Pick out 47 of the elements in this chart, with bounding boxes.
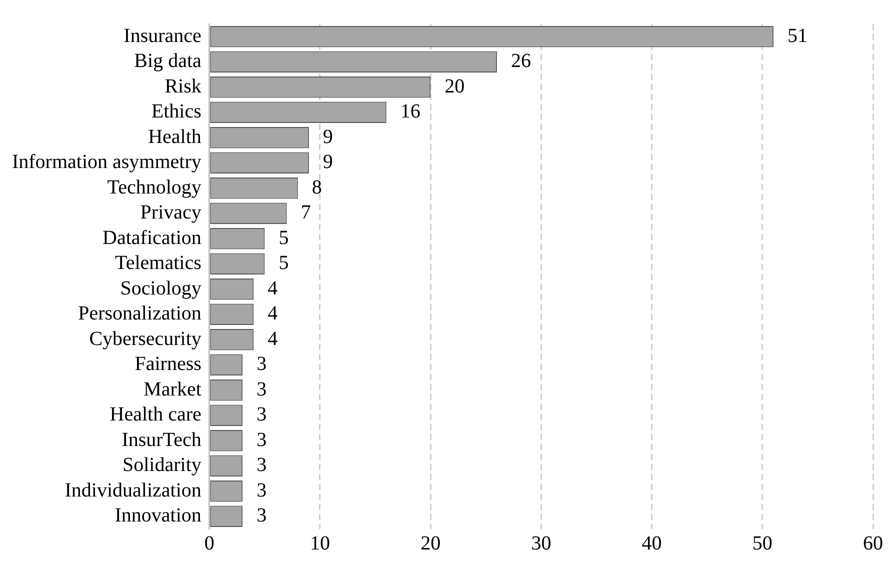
data-label: 8	[312, 176, 322, 198]
data-label: 20	[444, 75, 465, 98]
data-label: 4	[268, 302, 278, 325]
data-label: 3	[256, 428, 267, 451]
y-tick-label: Big data	[134, 50, 202, 72]
data-label: 3	[256, 404, 267, 426]
y-tick-label: Risk	[164, 75, 202, 98]
y-tick-label: Cybersecurity	[89, 328, 202, 350]
x-tick-label: 10	[310, 532, 330, 554]
data-label: 16	[400, 100, 420, 123]
data-label: 5	[278, 252, 289, 274]
x-tick-label: 30	[531, 532, 552, 554]
y-tick-label: Market	[144, 378, 202, 400]
data-label: 51	[787, 24, 808, 47]
y-tick-label: Individualization	[64, 479, 202, 502]
data-label: 3	[256, 378, 267, 400]
y-tick-label: Insurance	[124, 24, 202, 47]
x-tick-label: 40	[642, 532, 662, 554]
y-tick-label: Health care	[110, 404, 202, 426]
x-tick-label: 50	[752, 532, 772, 554]
y-tick-label: Ethics	[151, 100, 202, 123]
x-tick-label: 0	[204, 532, 214, 554]
y-tick-label: Personalization	[78, 302, 202, 325]
y-tick-label: Health	[148, 126, 202, 148]
y-tick-label: Innovation	[114, 504, 202, 527]
data-label: 9	[322, 126, 333, 148]
y-tick-label: Datafication	[102, 226, 202, 249]
y-tick-label: Fairness	[134, 353, 202, 376]
data-label: 3	[256, 479, 267, 502]
data-label: 9	[322, 151, 333, 174]
y-tick-label: Technology	[107, 176, 202, 198]
data-label: 4	[268, 328, 278, 350]
y-tick-label: Solidarity	[122, 454, 202, 476]
data-label: 3	[256, 353, 267, 376]
data-label: 4	[268, 277, 278, 300]
y-tick-label: InsurTech	[122, 428, 202, 451]
data-label: 3	[256, 454, 267, 476]
x-tick-label: 20	[420, 532, 441, 554]
data-label: 5	[278, 226, 289, 249]
x-tick-label: 60	[863, 532, 883, 554]
data-label: 26	[510, 50, 531, 72]
data-label: 7	[300, 202, 311, 224]
data-label: 3	[256, 504, 267, 527]
y-tick-label: Telematics	[115, 252, 202, 274]
y-tick-label: Information asymmetry	[12, 151, 202, 174]
y-tick-label: Privacy	[140, 202, 202, 224]
y-tick-label: Sociology	[120, 277, 202, 300]
